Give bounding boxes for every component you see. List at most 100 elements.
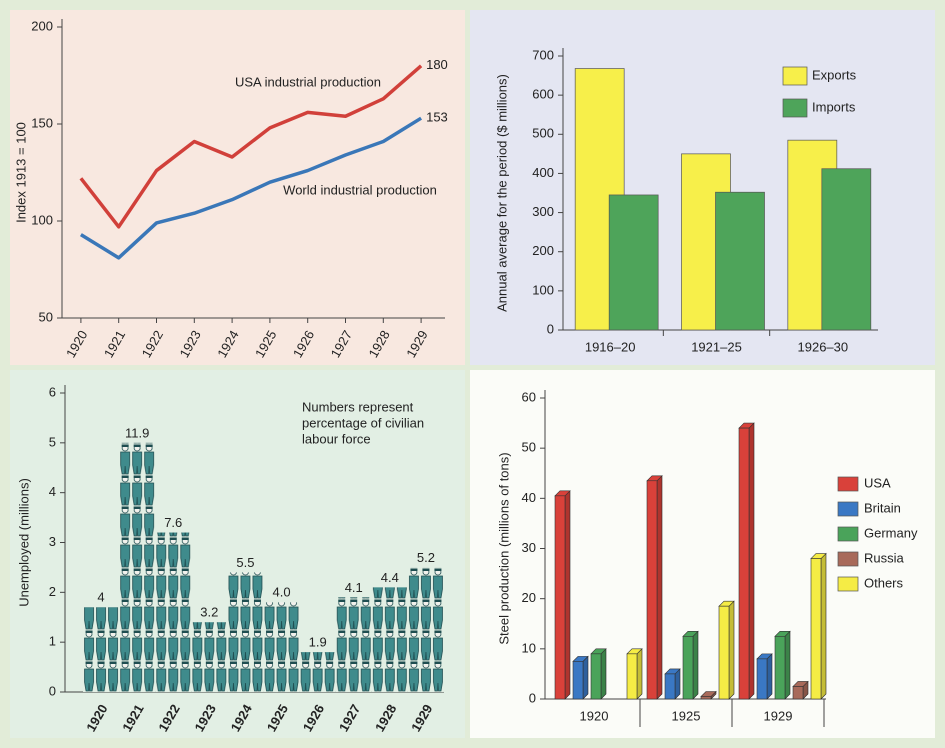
bar-side	[728, 600, 735, 700]
percent-label: 7.6	[164, 515, 182, 530]
percent-label: 11.9	[125, 425, 149, 440]
x-tick-label: 1916–20	[585, 339, 636, 354]
y-tick-label: 10	[522, 640, 536, 655]
y-tick-label: 5	[49, 434, 56, 449]
bar-side	[692, 630, 699, 700]
legend-label: Imports	[812, 99, 856, 114]
data-label: 180	[426, 57, 448, 72]
bar	[119, 442, 156, 692]
legend-swatch	[837, 476, 859, 492]
y-tick-label: 50	[522, 440, 536, 455]
bar	[554, 490, 571, 700]
y-tick-label: 200	[532, 243, 554, 258]
y-axis-label: Unemployed (millions)	[16, 478, 31, 607]
line	[79, 116, 423, 260]
legend-label: Britain	[864, 500, 901, 515]
bar-front	[682, 635, 694, 700]
percent-label: 3.2	[200, 605, 218, 620]
percent-label: 4.0	[273, 585, 291, 600]
note: percentage of civilian	[302, 415, 424, 430]
bar-front	[626, 653, 638, 700]
percent-label: 5.5	[236, 555, 254, 570]
bar-side	[636, 648, 643, 700]
y-tick-label: 600	[532, 87, 554, 102]
bar-front	[700, 696, 712, 700]
bar-front	[792, 686, 804, 700]
bar	[646, 475, 663, 700]
legend-swatch	[837, 501, 859, 517]
y-axis-label: Index 1913 = 100	[13, 122, 28, 223]
y-tick-label: 2	[49, 584, 56, 599]
bar	[155, 532, 192, 692]
y-axis-label: Annual average for the period ($ million…	[494, 74, 509, 312]
percent-label: 4.4	[381, 570, 399, 585]
percent-label: 1.9	[309, 635, 327, 650]
bar-side	[748, 422, 755, 700]
bar	[626, 648, 643, 700]
bar	[299, 652, 336, 692]
bar	[792, 680, 809, 700]
bar-side	[820, 552, 827, 700]
series-label: USA industrial production	[235, 74, 381, 89]
bar	[756, 653, 773, 700]
bar	[191, 622, 228, 692]
bar-side	[766, 653, 773, 700]
x-tick-label: 1926–30	[798, 339, 849, 354]
bar	[682, 630, 699, 700]
y-tick-label: 30	[522, 540, 536, 555]
bar	[715, 191, 765, 331]
bar	[335, 597, 372, 692]
y-tick-label: 20	[522, 590, 536, 605]
panel	[10, 10, 465, 365]
bar	[718, 600, 735, 700]
y-tick-label: 4	[49, 484, 56, 499]
bar	[821, 168, 872, 331]
y-tick-label: 0	[529, 690, 536, 705]
legend-label: USA	[864, 475, 891, 490]
legend-label: Russia	[864, 550, 905, 565]
y-tick-label: 200	[31, 18, 53, 33]
percent-label: 4.1	[345, 580, 363, 595]
y-tick-label: 400	[532, 165, 554, 180]
x-tick-label: 1921–25	[691, 339, 742, 354]
bar-front	[590, 653, 602, 700]
bar	[572, 655, 589, 700]
y-tick-label: 50	[39, 309, 53, 324]
bar	[407, 567, 444, 692]
bar	[774, 630, 791, 700]
bar-side	[784, 630, 791, 700]
legend-label: Exports	[812, 67, 857, 82]
y-tick-label: 100	[532, 282, 554, 297]
bar	[263, 602, 300, 692]
percent-label: 4	[97, 590, 104, 605]
legend-swatch	[782, 66, 808, 86]
bar-side	[600, 648, 607, 700]
bar	[83, 607, 120, 692]
y-tick-label: 3	[49, 534, 56, 549]
legend-label: Germany	[864, 525, 918, 540]
y-tick-label: 100	[31, 212, 53, 227]
legend-swatch	[837, 551, 859, 567]
bar	[608, 194, 659, 331]
percent-label: 5.2	[417, 550, 435, 565]
bar-front	[554, 495, 566, 700]
bar	[700, 690, 717, 700]
note: labour force	[302, 431, 371, 446]
y-tick-label: 60	[522, 389, 536, 404]
bar-side	[564, 490, 571, 700]
y-tick-label: 40	[522, 490, 536, 505]
y-tick-label: 1	[49, 634, 56, 649]
x-tick-label: 1925	[672, 708, 701, 723]
bar	[371, 587, 408, 692]
note: Numbers represent	[302, 399, 414, 414]
y-tick-label: 300	[532, 204, 554, 219]
x-tick-label: 1920	[580, 708, 609, 723]
y-tick-label: 0	[547, 321, 554, 336]
legend-swatch	[782, 98, 808, 118]
y-tick-label: 6	[49, 384, 56, 399]
bar	[590, 648, 607, 700]
bar-side	[656, 475, 663, 700]
y-tick-label: 500	[532, 126, 554, 141]
y-tick-label: 0	[49, 683, 56, 698]
